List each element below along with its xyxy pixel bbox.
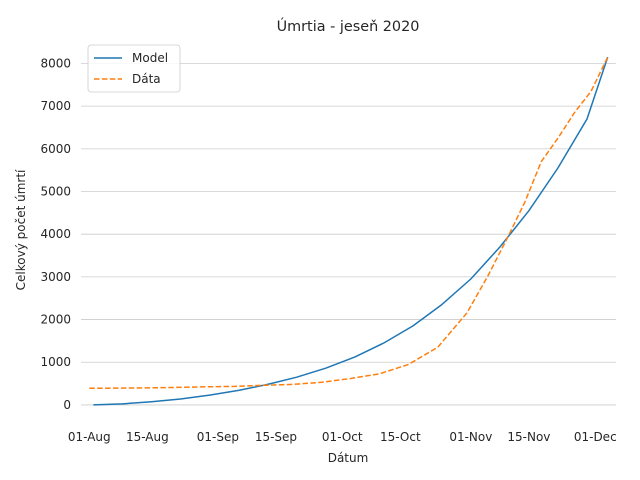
y-tick-label: 2000 bbox=[40, 313, 71, 327]
y-tick-label: 8000 bbox=[40, 56, 71, 70]
x-tick-label: 15-Sep bbox=[255, 430, 297, 444]
grid-layer bbox=[81, 63, 616, 406]
legend-label: Dáta bbox=[132, 72, 161, 86]
series-layer bbox=[89, 56, 609, 406]
x-tick-layer: 01-Aug 15-Aug 01-Sep 15-Sep 01-Oct 15-Oct 01-N… bbox=[68, 430, 617, 444]
legend-box bbox=[87, 44, 181, 93]
x-tick-label: 15-Oct bbox=[380, 430, 421, 444]
y-tick-label: 0 bbox=[63, 398, 71, 412]
x-tick-label: 15-Aug bbox=[126, 430, 169, 444]
legend-label: Model bbox=[132, 51, 168, 65]
y-tick-label: 1000 bbox=[40, 355, 71, 369]
y-tick-label: 4000 bbox=[40, 227, 71, 241]
legend: Model Dáta bbox=[87, 44, 181, 93]
y-tick-label: 3000 bbox=[40, 270, 71, 284]
x-tick-label: 01-Dec bbox=[574, 430, 617, 444]
y-tick-label: 6000 bbox=[40, 142, 71, 156]
x-tick-label: 15-Nov bbox=[507, 430, 550, 444]
series-line-model bbox=[93, 56, 609, 406]
y-tick-label: 7000 bbox=[40, 99, 71, 113]
x-tick-label: 01-Oct bbox=[322, 430, 363, 444]
y-tick-label: 5000 bbox=[40, 185, 71, 199]
x-axis-label: Dátum bbox=[328, 451, 369, 465]
x-tick-label: 01-Sep bbox=[197, 430, 239, 444]
y-tick-layer: 0 1000 2000 3000 4000 5000 6000 7000 8000 bbox=[40, 56, 71, 411]
y-axis-label: Celkový počet úmrtí bbox=[14, 169, 28, 290]
x-tick-label: 01-Nov bbox=[449, 430, 492, 444]
chart-title: Úmrtia - jeseň 2020 bbox=[277, 17, 420, 35]
x-tick-label: 01-Aug bbox=[68, 430, 111, 444]
series-line-data bbox=[89, 56, 609, 390]
